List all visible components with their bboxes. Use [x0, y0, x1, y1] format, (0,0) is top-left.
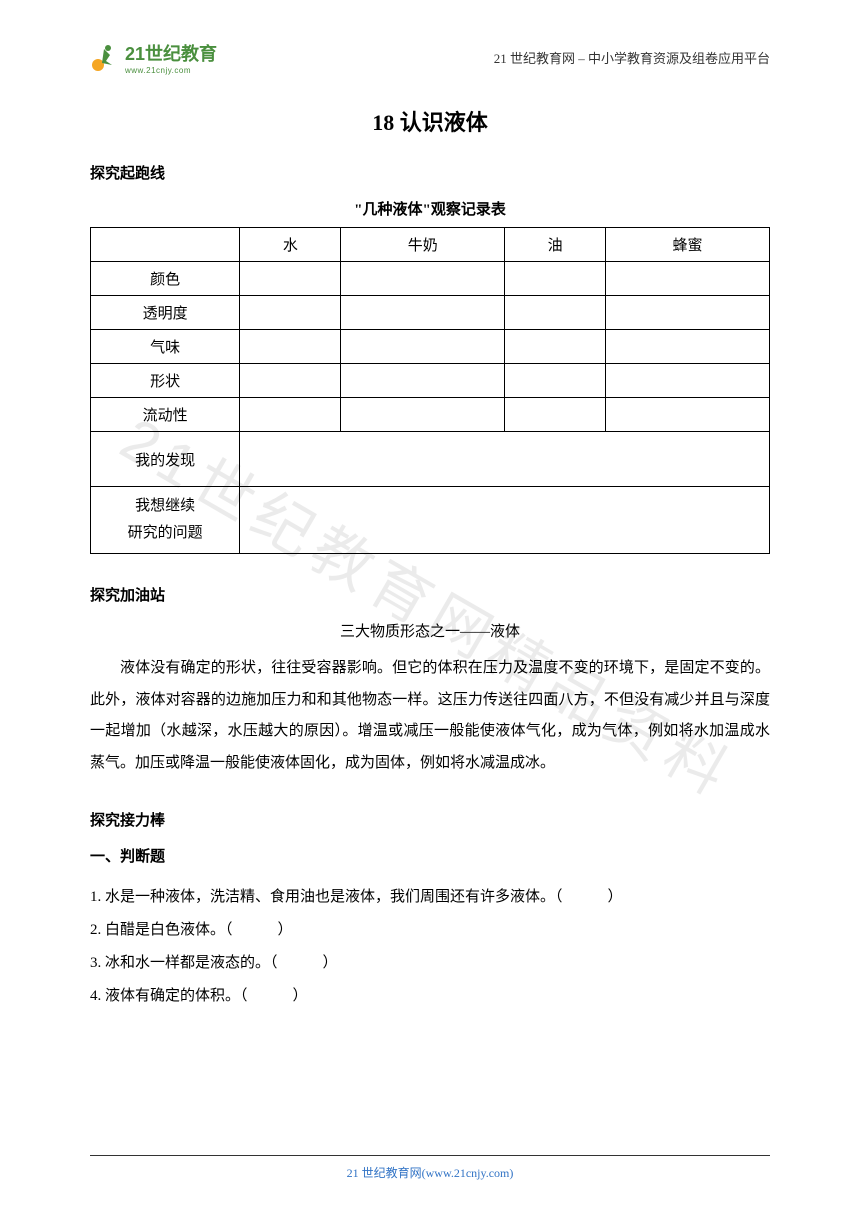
header-platform-text: 21 世纪教育网 – 中小学教育资源及组卷应用平台: [494, 48, 770, 67]
footer-text: 21 世纪教育网(www.21cnjy.com): [0, 1164, 860, 1181]
label-line1: 我想继续: [135, 498, 195, 514]
section-inquiry-relay: 探究接力棒 一、判断题 1. 水是一种液体，洗洁精、食用油也是液体，我们周围还有…: [90, 809, 770, 1013]
passage-body: 液体没有确定的形状，往往受容器影响。但它的体积在压力及温度不变的环境下，是固定不…: [90, 653, 770, 779]
question-4: 4. 液体有确定的体积。（ ）: [90, 980, 770, 1013]
logo-text-main: 21世纪教育: [125, 40, 217, 66]
page-title: 18 认识液体: [90, 105, 770, 137]
question-3: 3. 冰和水一样都是液态的。（ ）: [90, 947, 770, 980]
footer-divider: [90, 1155, 770, 1156]
table-header-cell: [91, 228, 240, 262]
table-row-label: 我的发现: [91, 432, 240, 487]
table-header-cell: 蜂蜜: [606, 228, 770, 262]
table-row: 颜色: [91, 262, 770, 296]
table-row-label: 流动性: [91, 398, 240, 432]
table-header-cell: 水: [240, 228, 341, 262]
table-row: 我想继续 研究的问题: [91, 487, 770, 554]
section3-heading: 探究接力棒: [90, 809, 770, 830]
logo-icon: [90, 43, 120, 73]
logo-text-sub: www.21cnjy.com: [125, 66, 217, 75]
section-inquiry-start: 探究起跑线 "几种液体"观察记录表 水 牛奶 油 蜂蜜 颜色 透明度 气味 形状…: [90, 162, 770, 554]
section2-heading: 探究加油站: [90, 584, 770, 605]
table-row: 气味: [91, 330, 770, 364]
label-line2: 研究的问题: [128, 525, 203, 541]
table-row: 透明度: [91, 296, 770, 330]
table-row: 流动性: [91, 398, 770, 432]
table-row-label: 颜色: [91, 262, 240, 296]
section-inquiry-station: 探究加油站 三大物质形态之一——液体 液体没有确定的形状，往往受容器影响。但它的…: [90, 584, 770, 779]
table-caption: "几种液体"观察记录表: [90, 198, 770, 219]
passage-title: 三大物质形态之一——液体: [90, 620, 770, 641]
table-row-label: 气味: [91, 330, 240, 364]
table-row-label: 我想继续 研究的问题: [91, 487, 240, 554]
table-row-label: 形状: [91, 364, 240, 398]
table-header-cell: 油: [505, 228, 606, 262]
question-1: 1. 水是一种液体，洗洁精、食用油也是液体，我们周围还有许多液体。（ ）: [90, 881, 770, 914]
section1-heading: 探究起跑线: [90, 162, 770, 183]
logo: 21世纪教育 www.21cnjy.com: [90, 40, 217, 75]
section3-subheading: 一、判断题: [90, 845, 770, 866]
observation-table: 水 牛奶 油 蜂蜜 颜色 透明度 气味 形状 流动性 我的发现 我想继续 研究的…: [90, 227, 770, 554]
table-row-label: 透明度: [91, 296, 240, 330]
table-row: 形状: [91, 364, 770, 398]
table-header-cell: 牛奶: [341, 228, 505, 262]
page-header: 21世纪教育 www.21cnjy.com 21 世纪教育网 – 中小学教育资源…: [90, 40, 770, 75]
question-2: 2. 白醋是白色液体。（ ）: [90, 914, 770, 947]
table-header-row: 水 牛奶 油 蜂蜜: [91, 228, 770, 262]
table-row: 我的发现: [91, 432, 770, 487]
